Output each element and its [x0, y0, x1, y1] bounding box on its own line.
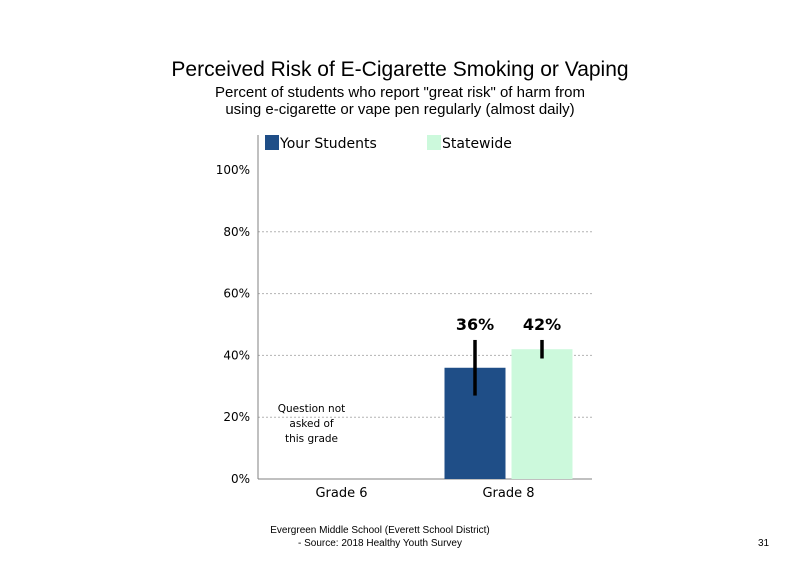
- legend-swatch: [427, 135, 441, 150]
- y-tick-label: 60%: [223, 287, 250, 301]
- chart-title: Perceived Risk of E-Cigarette Smoking or…: [171, 58, 629, 81]
- data-label: 36%: [456, 315, 494, 334]
- bar: [511, 349, 573, 479]
- chart-subtitle-line2: using e-cigarette or vape pen regularly …: [225, 101, 575, 118]
- y-tick-label: 40%: [223, 348, 250, 362]
- y-tick-label: 80%: [223, 225, 250, 239]
- footer-source: - Source: 2018 Healthy Youth Survey: [298, 538, 462, 549]
- annotation-line: Question not: [278, 403, 346, 415]
- footer-school: Evergreen Middle School (Everett School …: [270, 525, 490, 536]
- legend-label: Statewide: [442, 136, 512, 152]
- y-tick-label: 100%: [216, 163, 250, 177]
- legend-label: Your Students: [279, 136, 377, 152]
- not-asked-annotation: Question not asked of this grade: [278, 403, 346, 445]
- annotation-line: this grade: [285, 433, 338, 445]
- legend-swatch: [265, 135, 279, 150]
- y-tick-label: 20%: [223, 410, 250, 424]
- x-tick-label: Grade 8: [482, 486, 534, 501]
- y-tick-label: 0%: [231, 472, 250, 486]
- page-number: 31: [758, 538, 770, 549]
- data-label: 42%: [523, 315, 561, 334]
- chart-subtitle-line1: Percent of students who report "great ri…: [215, 84, 585, 101]
- x-tick-label: Grade 6: [315, 486, 367, 501]
- annotation-line: asked of: [289, 418, 333, 430]
